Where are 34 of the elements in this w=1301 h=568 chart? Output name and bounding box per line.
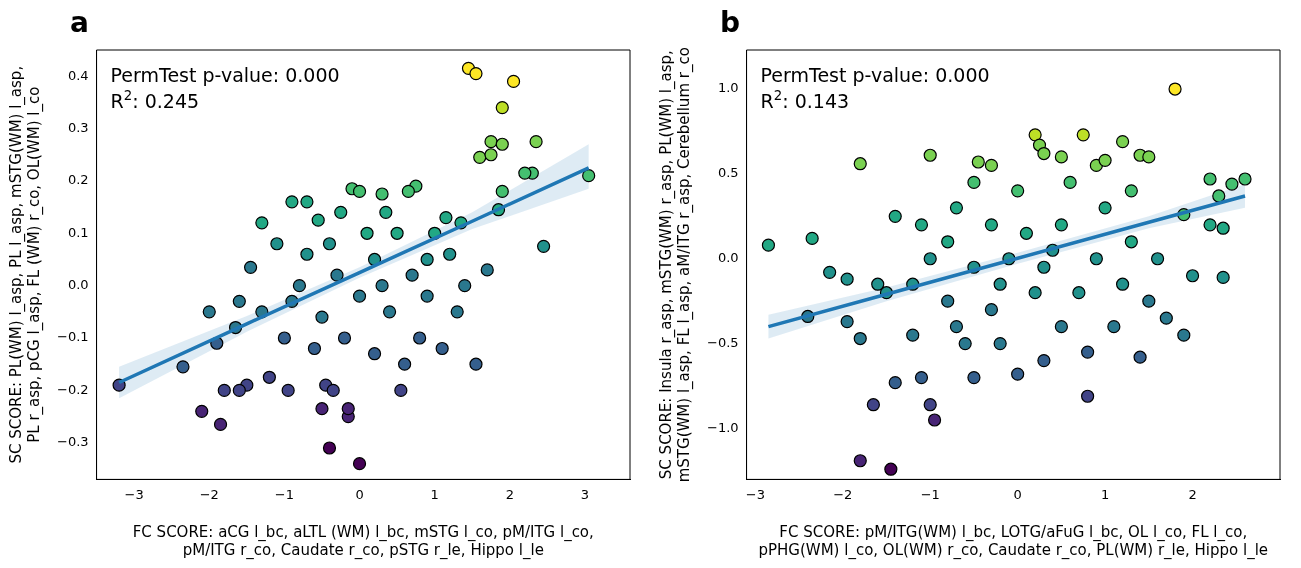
x-tick-label: −1	[274, 486, 294, 502]
x-tick-label: 0	[1013, 486, 1022, 502]
x-tick-label: −2	[199, 486, 219, 502]
y-tick-label: 0.0	[717, 250, 739, 266]
x-axis-title: FC SCORE: pM/ITG(WM) l_bc, LOTG/aFuG l_bc, OL l_co, FL l_co, pPHG(WM) l_co, OL(WM) r_co, Caudate r_co, PL(WM) r_le, Hippo l_le	[758, 522, 1269, 560]
y-tick-label: −1.0	[706, 419, 739, 435]
y-axis-title: SC SCORE: PL(WM) l_asp, PL l_asp, mSTG(WM) l_asp, PL r_asp, pCG l_asp, FL (WM) r_co, OL(WM) l_co	[6, 65, 44, 464]
x-tick-label: 3	[580, 486, 590, 502]
x-tick-label: 1	[430, 486, 439, 502]
x-tick-label: 2	[1188, 486, 1197, 502]
y-tick-label: −0.1	[56, 329, 89, 345]
x-axis-title: FC SCORE: aCG l_bc, aLTL (WM) l_bc, mSTG l_co, pM/ITG l_co, pM/ITG r_co, Caudate r_co, pSTG r_le, Hippo l_le	[132, 522, 594, 560]
x-tick-label: −3	[124, 486, 144, 502]
x-tick-label: 2	[505, 486, 514, 502]
y-tick-label: 0.5	[717, 165, 739, 181]
y-tick-label: −0.5	[706, 335, 739, 350]
x-tick-label: −2	[833, 486, 853, 502]
y-tick-label: 1.0	[717, 80, 739, 96]
chart-title: b	[720, 6, 741, 39]
annotation: PermTest p-value: 0.000	[110, 64, 340, 86]
y-axis-title: SC SCORE: Insula r_asp, mSTG(WM) r_asp, PL(WM) l_asp, mSTG(WM) l_asp, FL l_asp, aM/ITG r_asp, Cerebellum r_co	[656, 47, 694, 483]
x-tick-label: 1	[1100, 486, 1110, 502]
y-tick-label: −0.3	[56, 434, 89, 450]
annotation: PermTest p-value: 0.000	[760, 64, 990, 86]
y-tick-label: 0.1	[67, 224, 89, 240]
y-tick-label: 0.0	[67, 277, 89, 293]
x-tick-label: −3	[745, 486, 765, 502]
y-tick-label: −0.2	[56, 381, 89, 397]
y-tick-label: 0.4	[67, 67, 89, 83]
x-tick-label: −1	[920, 486, 940, 502]
chart-title: a	[70, 6, 89, 39]
y-tick-label: 0.3	[67, 119, 89, 135]
x-tick-label: 0	[355, 486, 364, 502]
y-tick-label: 0.2	[67, 172, 89, 188]
